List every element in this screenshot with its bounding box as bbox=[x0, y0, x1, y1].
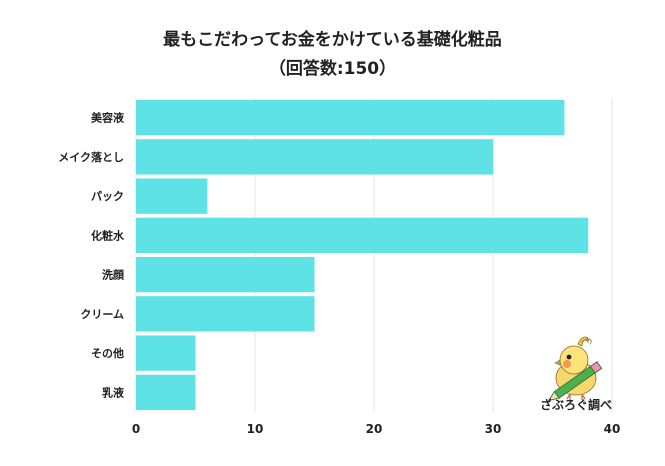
category-label: 洗顔 bbox=[102, 268, 125, 282]
bar bbox=[136, 99, 565, 136]
category-label: クリーム bbox=[80, 308, 124, 321]
x-tick-label: 0 bbox=[132, 422, 140, 436]
source-credit: さぶろぐ調べ bbox=[539, 398, 612, 412]
category-label: その他 bbox=[91, 346, 124, 360]
category-label: 美容液 bbox=[91, 111, 125, 125]
x-tick-label: 20 bbox=[366, 422, 383, 436]
chart-title: 最もこだわってお金をかけている基礎化粧品 （回答数:150） bbox=[0, 26, 665, 84]
category-label: 化粧水 bbox=[91, 228, 125, 242]
bar bbox=[136, 139, 493, 175]
x-tick-label: 30 bbox=[485, 422, 502, 436]
bars bbox=[136, 99, 589, 411]
category-label: 乳液 bbox=[102, 385, 125, 399]
bar bbox=[136, 256, 315, 293]
x-tick-label: 10 bbox=[247, 422, 264, 436]
x-tick-labels: 0 10 20 30 40 bbox=[132, 422, 621, 436]
bar bbox=[136, 374, 196, 411]
chart-subtitle: （回答数:150） bbox=[268, 59, 397, 79]
bar bbox=[136, 178, 208, 214]
bar bbox=[136, 296, 315, 332]
x-tick-label: 40 bbox=[604, 422, 621, 436]
bar bbox=[136, 335, 196, 371]
chart-title-main: 最もこだわってお金をかけている基礎化粧品 bbox=[163, 30, 502, 50]
category-label: メイク落とし bbox=[58, 150, 124, 164]
cockatiel-mascot-with-pencil-icon bbox=[547, 336, 603, 402]
bar bbox=[136, 217, 589, 254]
category-label: パック bbox=[91, 190, 124, 203]
